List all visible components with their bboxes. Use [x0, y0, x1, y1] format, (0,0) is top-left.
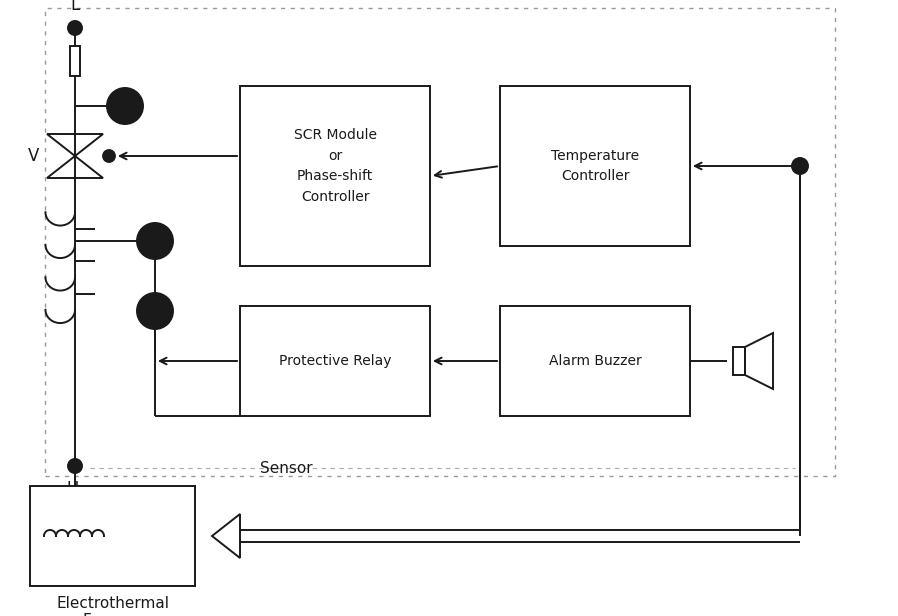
Circle shape: [68, 459, 82, 473]
Bar: [70, 46, 80, 76]
Circle shape: [792, 158, 808, 174]
Text: Electrothermal
Furnace: Electrothermal Furnace: [56, 596, 169, 616]
Text: L: L: [70, 0, 80, 14]
Bar: [45, 8, 835, 476]
Circle shape: [137, 223, 173, 259]
Circle shape: [103, 150, 115, 162]
Text: p: p: [151, 304, 159, 317]
Bar: [733, 347, 745, 375]
Text: V: V: [120, 100, 129, 113]
Text: SCR Module
or
Phase-shift
Controller: SCR Module or Phase-shift Controller: [294, 128, 376, 204]
Text: Sensor: Sensor: [260, 461, 313, 476]
Circle shape: [137, 293, 173, 329]
Text: V: V: [28, 147, 39, 165]
Text: Temperature
Controller: Temperature Controller: [551, 148, 639, 184]
Bar: [500, 86, 690, 246]
Bar: [500, 306, 690, 416]
Circle shape: [107, 88, 143, 124]
Circle shape: [68, 21, 82, 35]
Text: U: U: [66, 480, 79, 498]
Bar: [240, 306, 430, 416]
Bar: [30, 486, 195, 586]
Bar: [240, 86, 430, 266]
Text: Protective Relay: Protective Relay: [278, 354, 392, 368]
Text: w: w: [150, 235, 160, 248]
Text: Alarm Buzzer: Alarm Buzzer: [549, 354, 641, 368]
